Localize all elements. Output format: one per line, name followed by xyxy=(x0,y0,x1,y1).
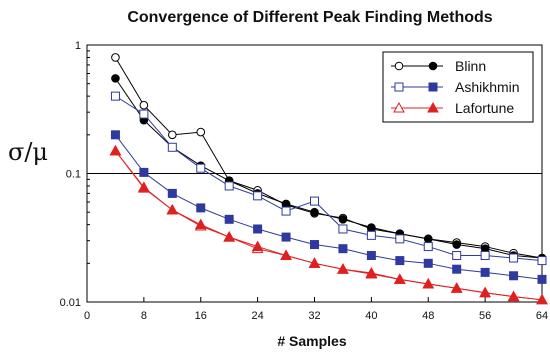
data-point xyxy=(308,257,321,268)
series-ashikhmin-open xyxy=(110,91,547,266)
x-tick-label: 24 xyxy=(252,310,264,322)
data-point xyxy=(479,286,491,298)
data-point xyxy=(393,273,406,284)
data-point xyxy=(139,100,149,110)
data-point xyxy=(367,223,376,232)
data-point xyxy=(423,234,433,244)
y-axis-label: σ/μ xyxy=(8,138,48,166)
data-point xyxy=(168,130,177,140)
data-point xyxy=(366,230,376,240)
y-tick-label: 0.1 xyxy=(66,169,81,181)
data-point xyxy=(194,218,207,230)
x-tick-label: 64 xyxy=(536,310,548,322)
data-point xyxy=(111,53,120,62)
data-point xyxy=(223,231,236,242)
data-point xyxy=(110,91,120,101)
legend-marker-filled xyxy=(428,61,438,71)
x-tick-label: 32 xyxy=(308,310,320,322)
plot-area xyxy=(109,53,548,305)
x-tick-label: 56 xyxy=(479,310,491,322)
data-point xyxy=(110,130,120,140)
x-ticks: 0 8 16 24 32 40 48 56 64 xyxy=(84,297,548,322)
x-tick-label: 48 xyxy=(422,310,434,322)
data-point xyxy=(310,240,319,250)
series-lafortune-open xyxy=(109,144,548,305)
legend-marker-open xyxy=(393,101,405,113)
x-tick-label: 16 xyxy=(195,310,207,322)
data-point xyxy=(196,163,206,173)
data-point xyxy=(253,191,263,201)
series-line xyxy=(115,95,543,262)
y-tick-label: 1 xyxy=(75,40,81,52)
data-point xyxy=(310,196,319,206)
chart-title: Convergence of Different Peak Finding Me… xyxy=(127,9,492,26)
series-line xyxy=(115,78,543,259)
y-tick-label: 0.01 xyxy=(60,297,81,309)
data-point xyxy=(338,215,348,224)
series-line xyxy=(115,150,543,301)
data-point xyxy=(196,127,206,137)
legend-label: Lafortune xyxy=(455,100,514,116)
legend-label: Ashikhmin xyxy=(455,79,520,95)
data-point xyxy=(452,240,461,249)
data-point xyxy=(509,253,519,263)
x-tick-label: 8 xyxy=(141,310,147,322)
data-point xyxy=(281,206,291,216)
legend-item-blinn: Blinn xyxy=(391,58,486,74)
data-point xyxy=(423,258,433,268)
data-point xyxy=(480,251,490,261)
data-point xyxy=(224,214,234,224)
x-axis-label: # Samples xyxy=(277,333,346,349)
data-point xyxy=(452,264,462,274)
data-point xyxy=(338,244,348,254)
data-point xyxy=(167,142,177,152)
legend-marker-open xyxy=(394,82,404,92)
data-point xyxy=(111,74,120,83)
data-point xyxy=(310,207,319,217)
data-point xyxy=(450,282,463,293)
data-point xyxy=(395,234,405,244)
data-point xyxy=(537,256,547,266)
data-point xyxy=(337,263,349,274)
x-tick-label: 0 xyxy=(84,310,90,322)
legend-marker-filled xyxy=(428,82,438,92)
data-point xyxy=(280,249,292,261)
legend-item-lafortune: Lafortune xyxy=(391,100,514,116)
legend-label: Blinn xyxy=(455,58,486,74)
data-point xyxy=(139,109,149,119)
series-lafortune-filled xyxy=(109,144,548,305)
legend-marker-filled xyxy=(427,101,439,113)
data-point xyxy=(366,251,376,261)
series-ashikhmin-filled xyxy=(110,130,547,284)
data-point xyxy=(138,181,150,192)
data-point xyxy=(480,267,490,277)
data-point xyxy=(196,203,206,213)
data-point xyxy=(166,203,179,215)
data-point xyxy=(452,251,462,261)
data-point xyxy=(281,232,291,242)
data-point xyxy=(224,181,234,191)
series-line xyxy=(115,134,543,280)
data-point xyxy=(251,240,264,252)
x-tick-label: 40 xyxy=(365,310,377,322)
data-point xyxy=(507,290,520,302)
data-point xyxy=(423,242,433,252)
data-point xyxy=(281,199,291,209)
data-point xyxy=(509,271,519,281)
data-point xyxy=(253,224,263,234)
data-point xyxy=(537,274,547,284)
data-point xyxy=(338,224,348,234)
y-ticks: 1 0.1 0.01 xyxy=(60,40,90,309)
data-point xyxy=(139,167,149,177)
legend-marker-open xyxy=(394,61,404,71)
legend-item-ashikhmin: Ashikhmin xyxy=(391,79,520,95)
legend: Blinn Ashikhmin Lafortune xyxy=(382,51,534,123)
data-point xyxy=(109,144,122,156)
data-point xyxy=(395,256,405,266)
data-point xyxy=(536,293,548,305)
data-point xyxy=(365,267,378,278)
data-point xyxy=(167,188,177,198)
data-point xyxy=(422,277,435,289)
